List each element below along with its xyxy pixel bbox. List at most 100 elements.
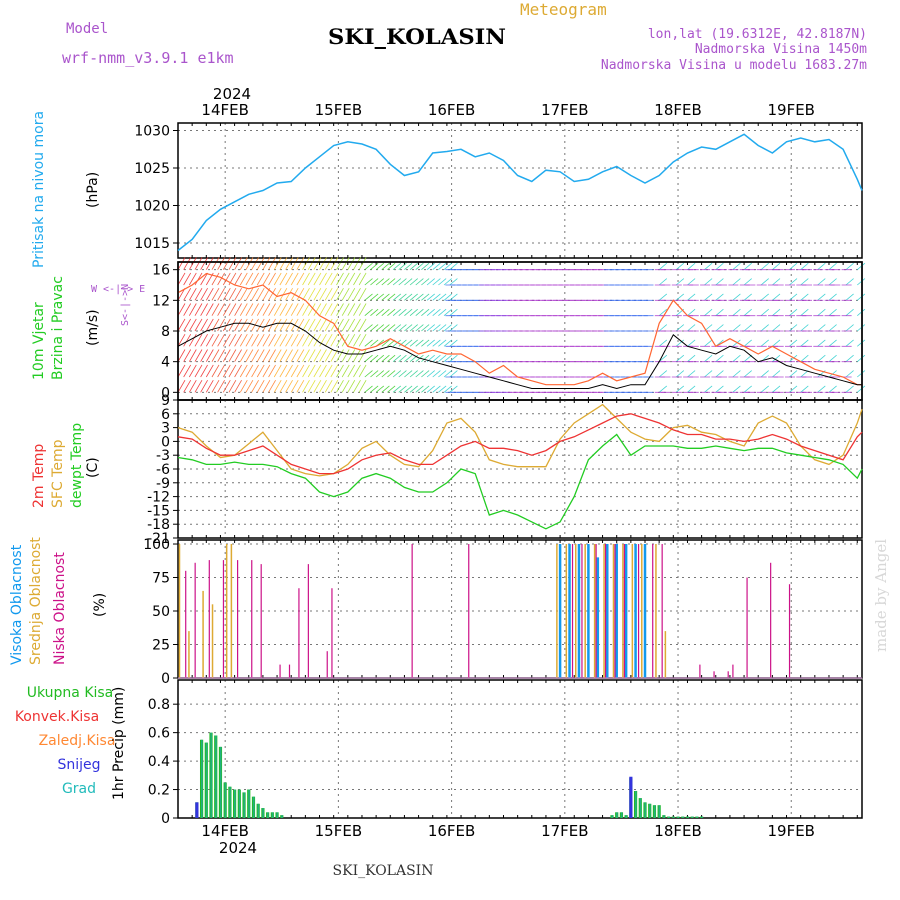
wind-barb: [353, 272, 361, 286]
wind-barb: [256, 364, 265, 378]
wind-barb: [443, 308, 452, 316]
wind-barb: [438, 354, 447, 362]
wind-barb: [268, 303, 276, 316]
precip-inner-bar: [639, 798, 642, 818]
wind-barb: [285, 287, 293, 301]
wind-barb: [256, 380, 265, 393]
wind-barb: [239, 318, 248, 332]
precip-inner-bar: [682, 816, 684, 818]
wind-barb: [313, 318, 322, 332]
wind-barb: [262, 364, 271, 378]
wind-barb: [687, 370, 696, 378]
wind-barb: [658, 370, 668, 378]
wind-barb: [392, 308, 402, 316]
temp-tick-label: 6: [161, 407, 170, 423]
wind-barb: [188, 303, 197, 316]
wind-barb: [800, 308, 809, 316]
wind-barb: [392, 339, 402, 347]
wind-barb: [432, 385, 441, 393]
precip-tick-label: 0.6: [148, 726, 170, 742]
wind-barb: [443, 354, 452, 362]
wind-barb: [313, 303, 322, 316]
wind-barb: [341, 287, 350, 301]
precip-inner-bar: [701, 816, 703, 818]
wind-barb: [290, 364, 299, 378]
wind-barb: [296, 349, 305, 362]
wind-barb: [426, 339, 435, 347]
wind-barb: [256, 303, 265, 316]
wind-barb: [177, 288, 186, 301]
wind-barb: [251, 287, 259, 301]
wind-barb: [358, 364, 367, 378]
wind-barb: [732, 385, 741, 393]
wind-barb: [857, 324, 866, 332]
top-date-label: 18FEB: [654, 101, 701, 119]
wind-barb: [347, 380, 356, 393]
wind-barb: [789, 324, 798, 332]
temp-tick-label: -6: [156, 462, 170, 478]
wind-barb: [800, 354, 809, 362]
wind-barb: [370, 262, 379, 270]
precip-inner-bar: [634, 790, 637, 818]
wind-tick-label: 4: [161, 355, 170, 371]
wind-barb: [658, 324, 668, 332]
wind-barb: [256, 334, 265, 347]
wind-barb: [370, 354, 379, 362]
wind-barb: [415, 308, 424, 316]
wind-barb: [251, 349, 259, 362]
wind-barb: [290, 257, 299, 270]
wind-barb: [364, 324, 373, 332]
wind-barb: [817, 308, 826, 316]
wind-barb: [704, 339, 713, 347]
wind-barb: [307, 288, 316, 301]
wind-barb: [353, 379, 361, 393]
precip-inner-bar: [229, 786, 231, 818]
precip-inner-bar: [616, 812, 618, 818]
wind-barb: [358, 318, 367, 332]
wind-barb: [421, 339, 430, 347]
wind-barb: [432, 262, 441, 270]
wind-barb: [426, 370, 435, 378]
wind-barb: [398, 324, 407, 332]
cloud-unit: (%): [92, 593, 108, 617]
wind-barb: [336, 288, 344, 301]
wind-barb: [364, 354, 373, 362]
wind-barb: [200, 334, 208, 347]
wind-barb: [381, 370, 390, 378]
wind-unit: (m/s): [85, 309, 101, 346]
precip-tick-label: 0: [161, 811, 170, 827]
top-date-label: 19FEB: [767, 101, 814, 119]
wind-barb: [296, 272, 305, 286]
wind-barb: [432, 354, 441, 362]
wind-barb: [211, 257, 220, 270]
wind-barb: [364, 308, 373, 316]
wind-barb: [313, 379, 322, 393]
wind-barb: [392, 370, 402, 378]
wind-barb: [438, 262, 447, 270]
wind-barb: [245, 349, 254, 362]
precip-inner-bar: [649, 803, 651, 818]
wind-barb: [239, 379, 248, 393]
pressure-tick-label: 1015: [134, 236, 170, 252]
wind-barb: [188, 318, 197, 332]
wind-barb: [443, 385, 452, 393]
wind-barb: [194, 379, 203, 393]
wind-barb: [828, 293, 837, 301]
cloud-ylabel-low: Niska Oblacnost: [52, 552, 68, 665]
wind-barb: [438, 308, 447, 316]
wind-barb: [353, 364, 361, 378]
wind-barb: [704, 354, 713, 362]
wind-ylabel-sub: Brzina i Pravac: [50, 276, 66, 380]
wind-barb: [222, 287, 231, 301]
wind-barb: [279, 333, 288, 347]
panel-frame: [177, 122, 863, 259]
top-date-label: 17FEB: [541, 101, 588, 119]
wind-barb: [200, 288, 208, 301]
wind-barb: [330, 303, 339, 316]
precip-inner-bar: [262, 808, 264, 818]
wind-barb: [772, 339, 781, 347]
wind-barb: [443, 370, 452, 378]
wind-barb: [381, 293, 390, 301]
temp-tick-label: 9: [161, 393, 170, 409]
meteogram-label: Meteogram: [520, 0, 607, 19]
